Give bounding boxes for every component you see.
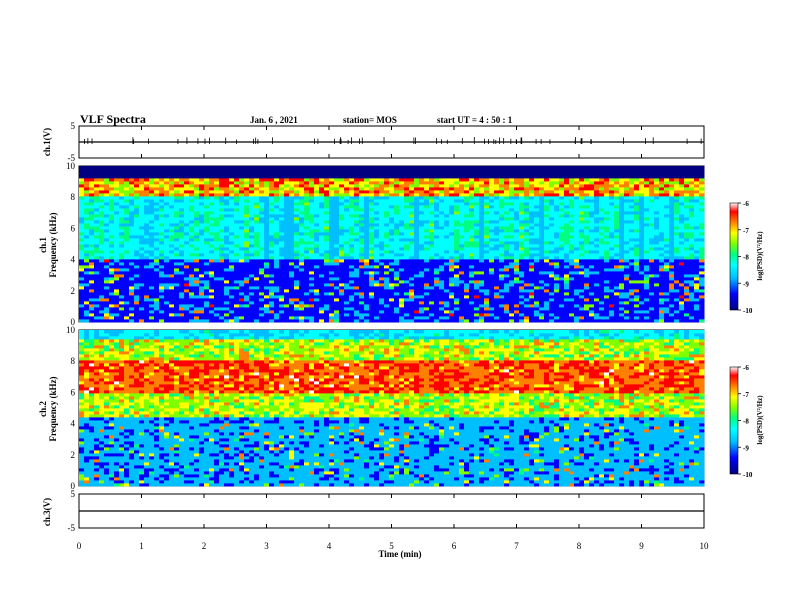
y-tick-label: 8 <box>71 356 76 366</box>
y-tick-label: 0 <box>71 481 76 491</box>
spectrogram-ch2 <box>79 330 705 487</box>
y-tick-label: 4 <box>71 419 76 429</box>
x-tick-label: 7 <box>514 541 519 551</box>
colorbar-ch2 <box>729 366 739 475</box>
y-tick-label: 2 <box>71 286 76 296</box>
x-axis-label: Time (min) <box>378 549 421 559</box>
figure-title: VLF Spectra <box>80 112 146 126</box>
y-tick-label: 4 <box>71 255 76 265</box>
x-tick-label: 0 <box>77 541 82 551</box>
colorbar-tick-label: -6 <box>743 364 749 372</box>
x-tick-label: 9 <box>639 541 644 551</box>
colorbar-tick-label: -10 <box>743 471 753 479</box>
colorbar-tick-label: -8 <box>743 418 749 426</box>
y-tick-label: 0 <box>71 317 76 327</box>
colorbar-tick-label: -7 <box>743 391 749 399</box>
y-tick-label: 2 <box>71 450 76 460</box>
colorbar-tick-label: -6 <box>743 200 749 208</box>
y-tick-label: -5 <box>68 153 76 163</box>
ch3v-ylabel: ch.3(V) <box>42 498 52 526</box>
colorbar-tick-label: -9 <box>743 444 749 452</box>
y-tick-label: 5 <box>71 121 76 131</box>
chart-marks <box>79 137 705 512</box>
x-tick-label: 1 <box>139 541 144 551</box>
date-label: Jan. 6 , 2021 <box>250 115 298 125</box>
x-tick-label: 2 <box>202 541 207 551</box>
x-tick-label: 8 <box>577 541 582 551</box>
spectrogram-ch1 <box>79 166 705 323</box>
y-tick-label: 8 <box>71 192 76 202</box>
station-label: station= MOS <box>343 115 397 125</box>
colorbar-ch2-label: log(PSD)(V²/Hz) <box>756 395 764 445</box>
y-tick-label: 10 <box>66 161 76 171</box>
y-tick-label: 6 <box>71 223 76 233</box>
ch1-ylabel-2: Frequency (kHz) <box>48 212 58 277</box>
ch2-ylabel-2: Frequency (kHz) <box>48 376 58 441</box>
colorbar-tick-label: -8 <box>743 254 749 262</box>
y-tick-label: -5 <box>68 523 76 533</box>
colorbar-tick-label: -10 <box>743 307 753 315</box>
ch1v-ylabel: ch.1(V) <box>42 128 52 156</box>
y-tick-label: 10 <box>66 325 76 335</box>
y-tick-label: 6 <box>71 387 76 397</box>
start-time-label: start UT = 4 : 50 : 1 <box>437 115 513 125</box>
x-tick-label: 10 <box>700 541 710 551</box>
x-tick-label: 6 <box>452 541 457 551</box>
colorbar-ch1-label: log(PSD)(V²/Hz) <box>756 231 764 281</box>
waveform-ch1v <box>79 137 704 144</box>
ch2-ylabel-1: ch.2 <box>38 401 48 417</box>
x-tick-label: 3 <box>264 541 269 551</box>
x-tick-label: 5 <box>389 541 394 551</box>
colorbar-ticks: -6 -7 -8 -9 -10 -6 -7 -8 -9 -10 <box>738 200 753 479</box>
colorbar-tick-label: -7 <box>743 227 749 235</box>
y-tick-label: 5 <box>71 489 76 499</box>
colorbar-tick-label: -9 <box>743 280 749 288</box>
ch1-ylabel-1: ch.1 <box>38 237 48 253</box>
x-tick-label: 4 <box>327 541 332 551</box>
colorbar-ch1 <box>729 202 739 311</box>
